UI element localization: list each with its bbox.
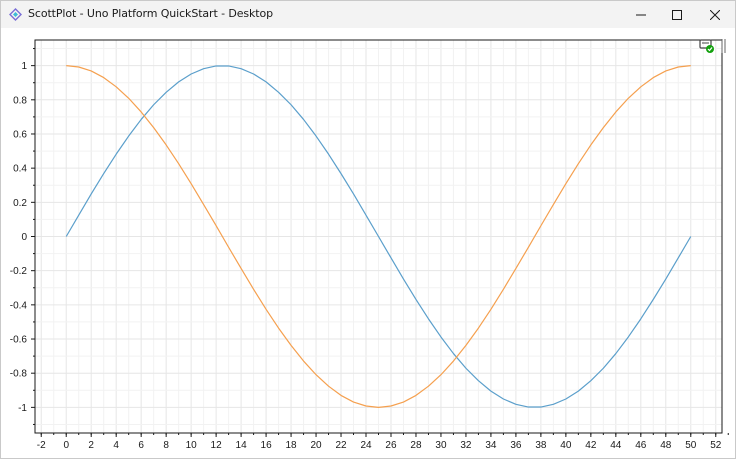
x-tick-label: 0 — [63, 440, 69, 451]
uno-platform-icon — [9, 8, 22, 21]
window-title: ScottPlot - Uno Platform QuickStart - De… — [28, 7, 274, 20]
x-tick-label: 50 — [685, 440, 697, 451]
x-tick-label: 46 — [635, 440, 647, 451]
x-tick-label: 14 — [236, 440, 248, 451]
x-tick-label: 24 — [360, 440, 372, 451]
x-tick-label: 10 — [186, 440, 198, 451]
x-tick-label: 8 — [163, 440, 169, 451]
x-tick-label: 34 — [485, 440, 497, 451]
x-tick-label: 22 — [335, 440, 347, 451]
x-tick-label: 36 — [510, 440, 522, 451]
hot-reload-status-icon[interactable] — [699, 38, 715, 59]
x-tick-label: 32 — [460, 440, 472, 451]
y-tick-label: -1 — [18, 403, 27, 414]
minimize-button[interactable] — [622, 1, 660, 28]
x-tick-label: 18 — [286, 440, 298, 451]
series-line-1 — [65, 65, 692, 408]
y-axis: 1 0.8 0.6 0.4 0.2 0 -0.2 -0.4 -0.6 -0.8 -1 — [10, 48, 35, 425]
y-tick-label: 0 — [21, 232, 27, 243]
x-tick-label: 48 — [660, 440, 672, 451]
drag-handle-icon[interactable] — [721, 39, 726, 58]
maximize-icon — [672, 9, 682, 20]
x-tick-label: 52 — [710, 440, 722, 451]
x-tick-label: 6 — [138, 440, 144, 451]
y-tick-label: -0.4 — [10, 300, 28, 311]
x-tick-label: 20 — [310, 440, 322, 451]
y-tick-label: 0.6 — [13, 129, 27, 140]
plot-canvas[interactable]: -2 0 2 4 6 8 10 12 14 16 18 20 22 24 26 28 30 32 34 36 38 40 4… — [1, 28, 735, 458]
hot-reload-toolbar[interactable] — [699, 36, 729, 56]
x-tick-label: 42 — [585, 440, 597, 451]
x-tick-label: 26 — [385, 440, 397, 451]
x-tick-label: 44 — [610, 440, 622, 451]
x-axis: -2 0 2 4 6 8 10 12 14 16 18 20 22 24 26 28 30 32 34 36 38 40 4… — [37, 433, 729, 451]
y-tick-label: -0.2 — [10, 266, 28, 277]
y-tick-label: 0.8 — [13, 95, 27, 106]
x-tick-label: 2 — [88, 440, 94, 451]
close-icon — [710, 9, 720, 20]
x-tick-label: 38 — [535, 440, 547, 451]
close-button[interactable] — [696, 1, 734, 28]
x-tick-label: 40 — [560, 440, 572, 451]
x-tick-label: 16 — [261, 440, 273, 451]
y-tick-label: -0.6 — [10, 335, 28, 346]
y-tick-label: 1 — [21, 61, 27, 72]
y-tick-label: 0.2 — [13, 198, 27, 209]
y-tick-label: 0.4 — [13, 164, 27, 175]
series-line-2 — [66, 65, 691, 408]
x-tick-label: 28 — [410, 440, 422, 451]
x-tick-label: 4 — [113, 440, 119, 451]
x-tick-label: -2 — [37, 440, 46, 451]
x-tick-label: 12 — [211, 440, 223, 451]
grid-lines — [35, 40, 722, 433]
title-bar[interactable]: ScottPlot - Uno Platform QuickStart - De… — [1, 1, 735, 28]
x-tick-label: 30 — [435, 440, 447, 451]
y-tick-label: -0.8 — [10, 369, 28, 380]
maximize-button[interactable] — [658, 1, 696, 28]
minimize-icon — [636, 10, 646, 20]
